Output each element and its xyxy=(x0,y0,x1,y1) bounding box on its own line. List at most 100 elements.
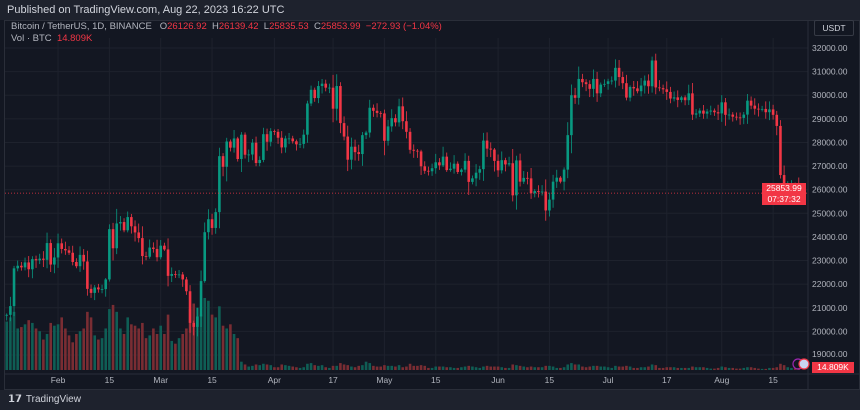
candle-body xyxy=(738,117,742,119)
chart-legend: Bitcoin / TetherUS, 1D, BINANCE O26126.9… xyxy=(11,21,442,45)
candle-body xyxy=(350,146,353,160)
tradingview-logo[interactable]: 𝟭𝟳 TradingView xyxy=(8,394,81,405)
volume-bar xyxy=(790,367,793,370)
volume-bar xyxy=(148,335,152,370)
volume-bar xyxy=(287,365,291,370)
candle-body xyxy=(555,177,559,182)
candle-body xyxy=(669,91,672,99)
candle-body xyxy=(570,95,573,136)
candle-body xyxy=(522,177,526,182)
candle-body xyxy=(760,108,764,110)
candle-body xyxy=(606,81,610,84)
volume-bar xyxy=(577,364,581,370)
candle-body xyxy=(544,191,548,211)
volume-bar xyxy=(185,328,188,370)
volume-bar xyxy=(760,368,764,370)
y-tick-label: 23000.00 xyxy=(812,256,848,266)
chart-frame[interactable] xyxy=(4,20,860,390)
volume-bar xyxy=(511,364,515,370)
candle-body xyxy=(67,250,71,253)
candle-body xyxy=(654,60,658,88)
candle-body xyxy=(757,108,760,110)
candle-body xyxy=(775,114,779,126)
volume-bar xyxy=(82,328,86,370)
candle-body xyxy=(273,131,276,132)
candle-body xyxy=(548,199,551,211)
candle-body xyxy=(533,191,537,194)
currency-button[interactable]: USDT xyxy=(814,20,854,36)
y-tick-label: 25000.00 xyxy=(812,208,848,218)
y-tick-label: 30000.00 xyxy=(812,90,848,100)
volume-bar xyxy=(251,365,254,370)
volume-bar xyxy=(746,367,749,370)
volume-bar xyxy=(207,300,210,370)
volume-bar xyxy=(709,368,713,370)
candle-body xyxy=(34,259,38,261)
volume-bar xyxy=(603,366,606,370)
candle-body xyxy=(416,150,419,152)
candle-body xyxy=(38,258,42,261)
volume-bar xyxy=(9,317,12,370)
candle-body xyxy=(768,109,771,113)
candle-body xyxy=(603,83,606,85)
candle-body xyxy=(731,114,735,117)
volume-bar xyxy=(599,366,603,370)
candle-body xyxy=(694,113,698,115)
volume-bar xyxy=(724,367,727,370)
volume-bar xyxy=(214,317,218,370)
volume-bar xyxy=(56,324,60,370)
candle-body xyxy=(526,177,529,179)
volume-bar xyxy=(379,366,383,370)
volume-bar xyxy=(500,367,504,370)
candle-body xyxy=(284,138,287,148)
volume-bar xyxy=(665,367,669,370)
volume-bar xyxy=(786,367,790,370)
volume-bar xyxy=(467,365,471,370)
volume-bar xyxy=(203,298,207,370)
volume-bar xyxy=(735,368,738,370)
x-tick-label: Jul xyxy=(603,375,614,385)
candle-body xyxy=(166,249,170,276)
candle-body xyxy=(225,141,229,167)
volume-label: Vol · BTC xyxy=(11,33,52,44)
candle-body xyxy=(397,106,401,123)
candle-body xyxy=(254,142,258,164)
candle-body xyxy=(504,160,507,165)
volume-bar xyxy=(243,364,247,370)
symbol-title[interactable]: Bitcoin / TetherUS, 1D, BINANCE xyxy=(11,21,152,32)
candle-body xyxy=(137,232,141,239)
candle-body xyxy=(218,156,221,213)
candle-body xyxy=(375,110,379,113)
candle-body xyxy=(386,126,390,141)
volume-value: 14.809K xyxy=(56,33,93,44)
volume-bar xyxy=(533,367,537,370)
volume-bar xyxy=(526,367,529,370)
candle-body xyxy=(705,111,709,114)
x-tick-label: 17 xyxy=(662,375,672,385)
candle-body xyxy=(702,110,705,114)
candle-body xyxy=(650,60,654,87)
volume-bar xyxy=(298,367,302,370)
x-tick-label: 15 xyxy=(768,375,778,385)
candle-body xyxy=(742,114,746,118)
candle-body xyxy=(515,160,518,196)
volume-bar xyxy=(742,367,746,370)
last-volume-label: 14.809K xyxy=(812,362,854,373)
volume-bar xyxy=(566,364,570,370)
candle-body xyxy=(291,138,295,142)
volume-bar xyxy=(306,363,309,370)
volume-bar xyxy=(419,365,423,370)
volume-bar xyxy=(463,366,467,370)
volume-bar xyxy=(482,366,485,370)
volume-bar xyxy=(610,367,614,370)
volume-bar xyxy=(427,367,430,370)
candle-body xyxy=(595,78,599,94)
volume-bar xyxy=(93,335,97,370)
volume-bar xyxy=(375,366,379,370)
candle-body xyxy=(93,287,97,293)
candle-body xyxy=(346,136,350,160)
candle-body xyxy=(599,84,603,94)
volume-bar xyxy=(122,334,126,370)
candle-body xyxy=(427,170,430,172)
